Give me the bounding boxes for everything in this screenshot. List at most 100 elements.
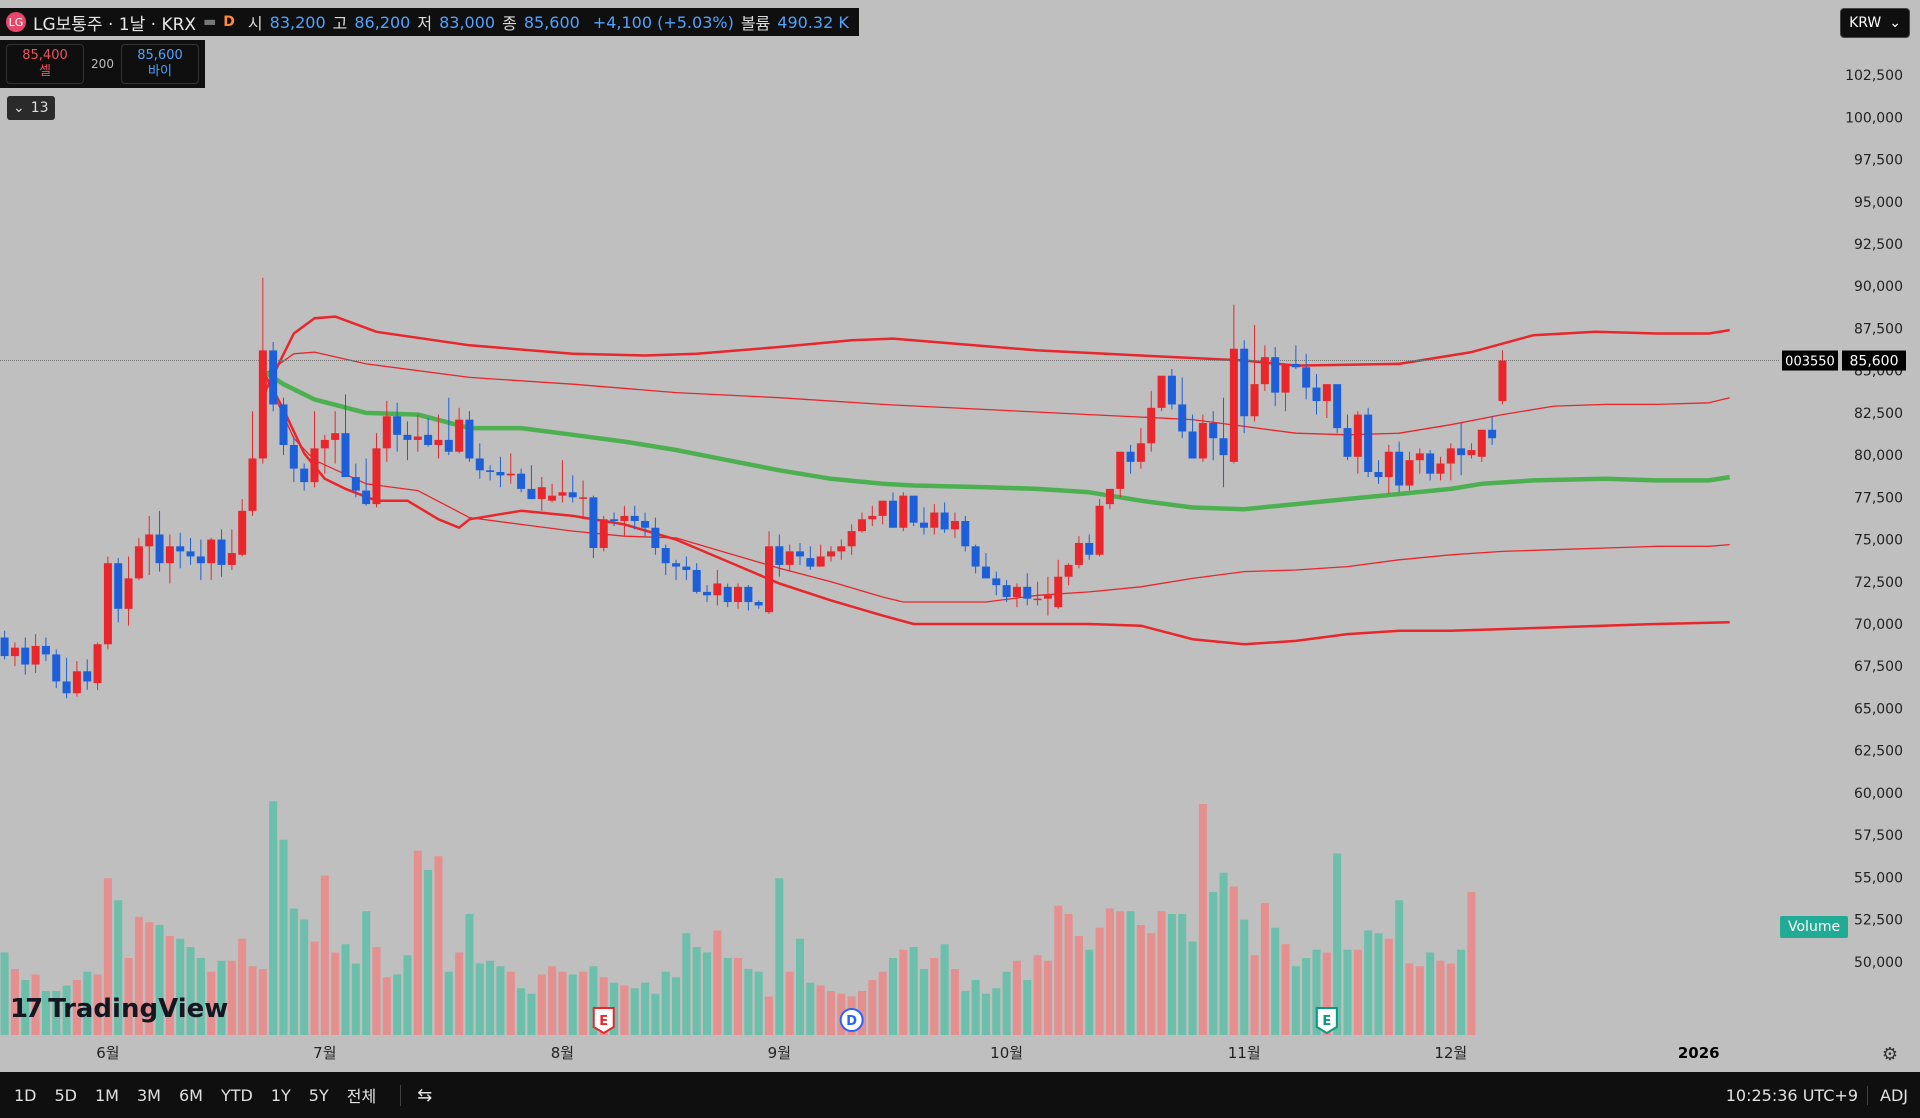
candle-body (847, 531, 856, 547)
timeframe-all[interactable]: 전체 (346, 1087, 377, 1106)
volume-bar (506, 971, 515, 1035)
candle-body (155, 534, 164, 564)
volume-bar (1147, 933, 1156, 1035)
low-label: 저 (417, 14, 433, 33)
sell-button[interactable]: 85,400 셀 (6, 44, 84, 84)
price-tick-label: 92,500 (1854, 237, 1903, 253)
symbol-legend[interactable]: LG LG보통주 · 1날 · KRX ▬ D 시 83,200 고 86,200 … (0, 8, 859, 36)
candle-body (207, 539, 216, 564)
candle-body (21, 647, 30, 665)
candle-body (1271, 357, 1280, 393)
candle-body (1043, 595, 1052, 599)
low-value: 83,000 (439, 12, 496, 32)
volume-bar (362, 911, 371, 1035)
timeframe-5y[interactable]: 5Y (308, 1085, 329, 1105)
volume-bar (1229, 886, 1238, 1035)
timeframe-1d[interactable]: 1D (14, 1085, 37, 1105)
volume-bar (1188, 941, 1197, 1035)
candle-body (444, 439, 453, 452)
interval-badge: D (223, 14, 235, 30)
timeframe-ytd[interactable]: YTD (220, 1085, 253, 1105)
volume-bar (1374, 933, 1383, 1035)
volume-bar (651, 993, 660, 1035)
volume-bar (579, 971, 588, 1035)
candle-body (1333, 384, 1342, 429)
volume-bar (909, 947, 918, 1035)
timeframe-3m[interactable]: 3M (136, 1085, 161, 1105)
currency-selector[interactable]: KRW ⌄ (1840, 8, 1910, 38)
tradingview-logo[interactable]: 17 TradingView (10, 994, 228, 1024)
symbol-logo: LG (6, 12, 26, 32)
candle-body (568, 492, 577, 498)
time-axis-label: 11월 (1228, 1044, 1261, 1062)
price-chart[interactable]: 102,500 100,000 97,500 95,000 92,500 90,000 87… (0, 0, 1920, 1072)
calendar-range-icon[interactable]: ⇆ (400, 1084, 432, 1106)
volume-bar (1085, 949, 1094, 1035)
candle-body (1157, 375, 1166, 408)
volume-bar (1281, 944, 1290, 1035)
candle-body (217, 539, 226, 565)
candle-body (1229, 348, 1238, 462)
sell-label: 셀 (39, 64, 51, 79)
volume-bar (527, 993, 536, 1035)
candle-body (506, 473, 515, 476)
candle-body (723, 586, 732, 603)
volume-bar (1250, 955, 1259, 1035)
volume-bar (1002, 971, 1011, 1035)
volume-bar (103, 878, 112, 1035)
volume-bar (1467, 892, 1476, 1035)
timeframe-5d[interactable]: 5D (54, 1085, 78, 1105)
volume-bar (899, 949, 908, 1035)
gear-icon[interactable]: ⚙ (1881, 1044, 1898, 1065)
candle-body (248, 458, 257, 511)
volume-bar (320, 875, 329, 1035)
last-price-tag: 85,600 (1850, 354, 1899, 370)
candle-body (589, 497, 598, 548)
volume-bar (1105, 908, 1114, 1035)
volume-bar (331, 952, 340, 1035)
candle-body (279, 404, 288, 445)
buy-button[interactable]: 85,600 바이 (121, 44, 199, 84)
candle-body (1488, 429, 1497, 439)
candle-body (1302, 367, 1311, 388)
symbol-tag-bg (1782, 350, 1838, 371)
price-tick-label: 97,500 (1854, 153, 1903, 169)
volume-bar (444, 971, 453, 1035)
candle-body (1322, 384, 1331, 402)
candle-body (475, 458, 484, 471)
lower-band-inner-line (262, 370, 1730, 603)
candle-body (1260, 357, 1269, 385)
candle-body (320, 439, 329, 449)
volume-bar (413, 850, 422, 1035)
candle-body (1477, 429, 1486, 457)
candle-body (558, 492, 567, 496)
volume-bar (1178, 914, 1187, 1035)
volume-indicator-label[interactable]: Volume (1780, 916, 1849, 938)
candle-body (1312, 387, 1321, 402)
candle-body (372, 448, 381, 505)
time-axis-label: 10월 (990, 1044, 1023, 1062)
adj-toggle[interactable]: ADJ (1867, 1085, 1908, 1105)
volume-bar (950, 969, 959, 1035)
candle-body (971, 546, 980, 567)
indicators-toggle-button[interactable]: ⌄ 13 (7, 96, 55, 120)
candle-body (1384, 451, 1393, 478)
timeframe-1m[interactable]: 1M (95, 1085, 119, 1105)
volume-bar (1384, 938, 1393, 1035)
clock-display[interactable]: 10:25:36 UTC+9 (1725, 1085, 1858, 1105)
candle-body (1364, 414, 1373, 472)
minus-icon: ▬ (203, 14, 217, 30)
candle-body (1012, 586, 1021, 597)
price-tick-label: 87,500 (1854, 321, 1903, 337)
volume-bar (1116, 911, 1125, 1035)
timeframe-1y[interactable]: 1Y (270, 1085, 291, 1105)
volume-bar (434, 856, 443, 1035)
candle-body (599, 519, 608, 548)
volume-bar (1136, 925, 1145, 1035)
candle-body (1405, 460, 1414, 486)
volume-bar (52, 991, 61, 1035)
volume-bar (620, 985, 629, 1035)
timeframe-6m[interactable]: 6M (178, 1085, 203, 1105)
price-tick-label: 65,000 (1854, 701, 1903, 717)
symbol-name[interactable]: LG보통주 · 1날 · KRX (33, 14, 197, 35)
